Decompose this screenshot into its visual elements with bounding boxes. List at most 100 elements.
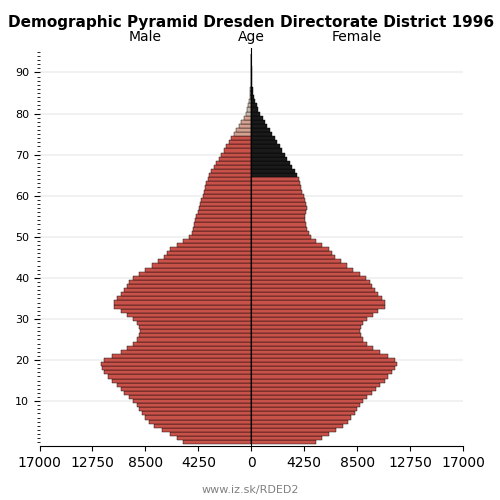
Bar: [120, 308, 252, 313]
Bar: [248, 104, 252, 108]
Bar: [126, 313, 252, 317]
Bar: [126, 346, 252, 350]
Bar: [252, 165, 292, 169]
Bar: [229, 140, 252, 144]
Bar: [252, 342, 367, 345]
Bar: [252, 308, 378, 313]
Bar: [202, 198, 252, 202]
Bar: [252, 416, 351, 420]
Bar: [252, 120, 265, 124]
Bar: [140, 329, 252, 334]
Bar: [108, 374, 252, 378]
Bar: [183, 440, 252, 444]
Bar: [124, 288, 252, 292]
Bar: [252, 264, 347, 268]
Bar: [142, 412, 252, 416]
Bar: [246, 112, 252, 116]
Bar: [198, 210, 252, 214]
Bar: [224, 148, 252, 152]
Bar: [183, 239, 252, 243]
Text: Female: Female: [332, 30, 382, 44]
Bar: [252, 366, 394, 370]
Bar: [252, 321, 364, 325]
Bar: [176, 436, 252, 440]
Bar: [208, 177, 252, 182]
Bar: [136, 403, 252, 407]
Bar: [226, 144, 252, 148]
Bar: [252, 408, 357, 412]
Text: Male: Male: [129, 30, 162, 44]
Bar: [252, 346, 374, 350]
Bar: [170, 247, 252, 251]
Bar: [126, 284, 252, 288]
Bar: [250, 87, 252, 91]
Bar: [139, 408, 252, 412]
Bar: [212, 169, 252, 173]
Bar: [252, 152, 285, 156]
Bar: [139, 325, 252, 329]
Bar: [196, 214, 252, 218]
Bar: [136, 338, 252, 342]
Bar: [236, 128, 252, 132]
Bar: [139, 334, 252, 338]
Bar: [170, 432, 252, 436]
Bar: [139, 272, 252, 276]
Bar: [176, 243, 252, 247]
Bar: [244, 116, 252, 119]
Bar: [249, 99, 252, 103]
Bar: [252, 395, 367, 399]
Bar: [252, 386, 376, 391]
Bar: [252, 399, 364, 403]
Bar: [252, 239, 316, 243]
Bar: [234, 132, 252, 136]
Bar: [252, 256, 335, 260]
Bar: [252, 156, 288, 161]
Bar: [216, 161, 252, 165]
Bar: [252, 338, 364, 342]
Bar: [114, 300, 252, 304]
Bar: [252, 374, 388, 378]
Bar: [252, 334, 361, 338]
Bar: [133, 276, 252, 280]
Bar: [252, 325, 361, 329]
Bar: [252, 268, 354, 272]
Bar: [104, 358, 252, 362]
Bar: [252, 420, 348, 424]
Bar: [252, 362, 397, 366]
Bar: [129, 395, 252, 399]
Bar: [252, 350, 380, 354]
Bar: [192, 230, 252, 234]
Bar: [250, 95, 252, 99]
Bar: [120, 350, 252, 354]
Bar: [133, 317, 252, 321]
Bar: [219, 156, 252, 161]
Title: Demographic Pyramid Dresden Directorate District 1996: Demographic Pyramid Dresden Directorate …: [8, 15, 494, 30]
Bar: [214, 165, 252, 169]
Bar: [252, 112, 260, 116]
Bar: [252, 247, 328, 251]
Bar: [252, 317, 367, 321]
Bar: [252, 292, 378, 296]
Bar: [252, 260, 341, 264]
Bar: [252, 226, 308, 230]
Bar: [164, 256, 252, 260]
Bar: [252, 382, 380, 386]
Bar: [250, 82, 252, 87]
Bar: [252, 432, 328, 436]
Bar: [252, 128, 270, 132]
Bar: [252, 173, 298, 177]
Bar: [232, 136, 252, 140]
Bar: [252, 230, 308, 234]
Bar: [189, 234, 252, 239]
Bar: [252, 214, 305, 218]
Bar: [252, 136, 275, 140]
Bar: [252, 391, 372, 395]
Bar: [195, 218, 252, 222]
Bar: [133, 342, 252, 345]
Bar: [204, 190, 252, 194]
Bar: [252, 354, 388, 358]
Bar: [252, 358, 394, 362]
Bar: [146, 268, 252, 272]
Bar: [102, 366, 252, 370]
Bar: [146, 416, 252, 420]
